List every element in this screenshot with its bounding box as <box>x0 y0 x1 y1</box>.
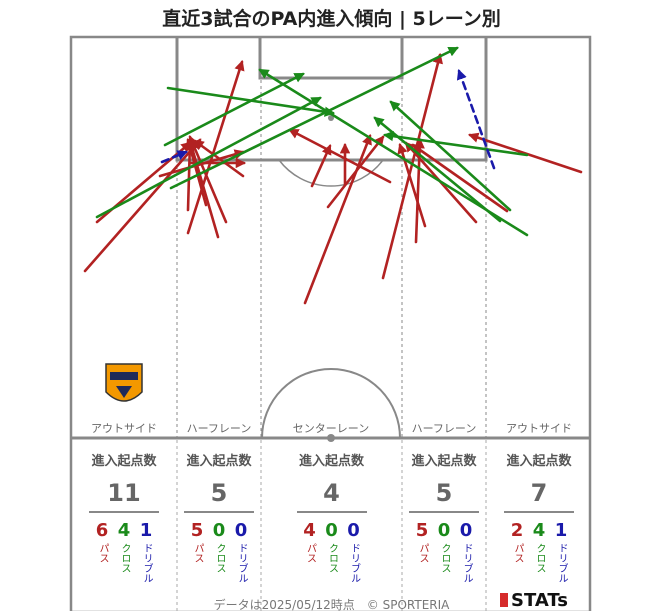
brand-logo: STATs <box>500 590 568 611</box>
brand-mark-icon <box>500 593 508 607</box>
pass-arrow-10 <box>187 139 220 239</box>
lane-stats-half-right: 進入起点数 5 5 パス 0 クロス 0 ドリブル <box>405 450 483 583</box>
pass-arrow-21 <box>411 143 509 213</box>
cross-label: クロス <box>534 543 545 573</box>
dribble-arrow-30 <box>160 150 188 164</box>
lane-total: 4 <box>323 479 340 507</box>
stats-label: 進入起点数 <box>186 454 252 469</box>
lane-stats-outside-right: 進入起点数 7 2 パス 4 クロス 1 ドリブル <box>492 450 586 583</box>
lane-label-half-right: ハーフレーン <box>412 422 477 435</box>
pass-label: パス <box>192 543 203 563</box>
arrow-layer <box>83 46 583 305</box>
pass-count: 5 <box>415 520 429 541</box>
pass-arrow-6 <box>184 139 195 212</box>
cross-arrow-23 <box>163 72 305 147</box>
penalty-area <box>175 37 488 162</box>
stats-label: 進入起点数 <box>506 454 572 469</box>
dribble-count: 1 <box>554 520 568 541</box>
pass-arrow-13 <box>310 144 332 188</box>
cross-arrow-27 <box>389 100 512 212</box>
lane-total: 5 <box>435 479 453 507</box>
pass-arrow-16 <box>381 52 443 280</box>
cross-count: 4 <box>117 520 131 541</box>
cross-count: 4 <box>532 520 546 541</box>
dribble-label: ドリブル <box>141 543 152 583</box>
dribble-label: ドリブル <box>348 543 360 583</box>
center-spot <box>327 434 335 442</box>
lane-label-center: センターレーン <box>293 422 369 435</box>
lane-label-outside-left: アウトサイド <box>91 422 157 435</box>
dribble-count: 0 <box>347 520 360 541</box>
cross-count: 0 <box>212 520 226 541</box>
cross-arrow-25 <box>95 96 322 219</box>
pass-arrow-15 <box>326 135 385 209</box>
pass-arrow-1 <box>83 138 202 273</box>
team-crest-icon <box>105 363 143 402</box>
cross-label: クロス <box>326 543 338 573</box>
lane-stats-half-left: 進入起点数 5 5 パス 0 クロス 0 ドリブル <box>180 450 258 583</box>
center-circle <box>261 368 401 439</box>
dribble-label: ドリブル <box>236 543 247 583</box>
pass-label: パス <box>304 543 316 563</box>
pass-count: 4 <box>303 520 316 541</box>
brand-name: STATs <box>511 590 568 611</box>
cross-arrow-28 <box>382 131 529 157</box>
pitch-outline <box>69 35 592 611</box>
lane-label-outside-right: アウトサイド <box>506 422 572 435</box>
cross-arrow-29 <box>373 116 502 223</box>
pass-label: パス <box>97 543 108 563</box>
pass-arrow-8 <box>188 135 228 224</box>
lane-total: 5 <box>210 479 228 507</box>
pass-count: 6 <box>95 520 109 541</box>
lane-total: 11 <box>107 479 141 507</box>
footer-credit: データは2025/05/12時点 © SPORTERIA <box>213 598 450 612</box>
cross-label: クロス <box>439 543 450 573</box>
stats-label: 進入起点数 <box>298 454 364 469</box>
pass-arrow-12 <box>303 134 372 305</box>
dribble-label: ドリブル <box>556 543 567 583</box>
cross-label: クロス <box>214 543 225 573</box>
cross-count: 0 <box>437 520 451 541</box>
cross-count: 0 <box>325 520 338 541</box>
stats-label: 進入起点数 <box>411 454 477 469</box>
lane-label-half-left: ハーフレーン <box>187 422 252 435</box>
lane-stats-outside-left: 進入起点数 11 6 パス 4 クロス 1 ドリブル <box>77 450 171 583</box>
dribble-arrow-31 <box>456 69 496 170</box>
pass-count: 5 <box>190 520 204 541</box>
dribble-count: 1 <box>139 520 153 541</box>
dribble-label: ドリブル <box>461 543 472 583</box>
stats-label: 進入起点数 <box>91 454 157 469</box>
cross-label: クロス <box>119 543 130 573</box>
lane-stats-center: 進入起点数 4 4 パス 0 クロス 0 ドリブル <box>264 450 399 583</box>
goal-area <box>258 37 404 80</box>
cross-arrow-26 <box>169 46 459 190</box>
page-title: 直近3試合のPA内進入傾向 | 5レーン別 <box>162 8 501 30</box>
pass-arrow-11 <box>288 128 392 184</box>
dribble-count: 0 <box>459 520 473 541</box>
penalty-arc <box>278 159 384 187</box>
pass-count: 2 <box>510 520 524 541</box>
pass-label: パス <box>417 543 428 563</box>
lane-total: 7 <box>530 479 548 507</box>
dribble-count: 0 <box>234 520 248 541</box>
pass-label: パス <box>512 543 523 563</box>
pass-arrow-3 <box>186 60 245 235</box>
